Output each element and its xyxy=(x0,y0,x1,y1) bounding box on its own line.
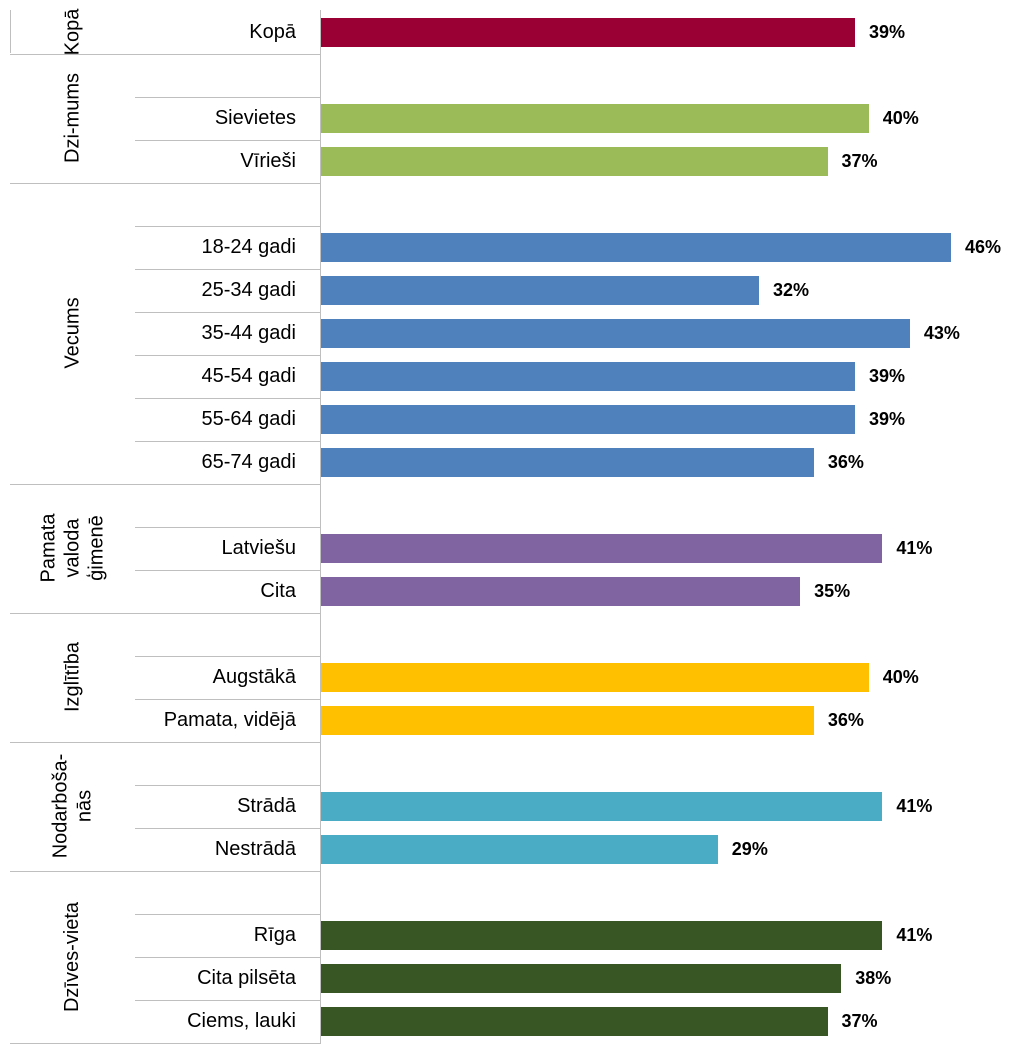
row-separator xyxy=(135,784,320,786)
row-separator xyxy=(135,698,320,700)
category-label: 45-54 gadi xyxy=(201,364,296,387)
bar xyxy=(320,318,910,348)
value-label: 39% xyxy=(868,21,905,42)
bar xyxy=(320,662,869,692)
row-separator xyxy=(135,440,320,442)
row-separator xyxy=(135,526,320,528)
value-label: 36% xyxy=(827,451,864,472)
value-label: 32% xyxy=(772,279,809,300)
category-label: 65-74 gadi xyxy=(201,450,296,473)
row-separator xyxy=(135,655,320,657)
value-label: 43% xyxy=(923,322,960,343)
category-label: Strādā xyxy=(237,794,296,817)
group-separator xyxy=(10,1042,320,1044)
category-label: Augstākā xyxy=(212,665,296,688)
category-label: Pamata, vidējā xyxy=(163,708,296,731)
bar xyxy=(320,447,814,477)
row-separator xyxy=(135,956,320,958)
category-label: 35-44 gadi xyxy=(201,321,296,344)
bar xyxy=(320,576,801,606)
bar xyxy=(320,146,828,176)
row-separator xyxy=(135,397,320,399)
category-label: Rīga xyxy=(253,923,296,946)
category-label: Cita xyxy=(260,579,296,602)
group-separator xyxy=(10,483,320,485)
bar xyxy=(320,103,869,133)
bar xyxy=(320,404,855,434)
category-label: Cita pilsēta xyxy=(197,966,296,989)
bar xyxy=(320,232,951,262)
row-separator xyxy=(135,96,320,98)
bar xyxy=(320,920,883,950)
value-label: 37% xyxy=(841,1010,878,1031)
value-label: 41% xyxy=(896,795,933,816)
category-label: Sievietes xyxy=(214,106,296,129)
bar xyxy=(320,705,814,735)
value-label: 37% xyxy=(841,150,878,171)
group-separator xyxy=(10,612,320,614)
value-label: 29% xyxy=(731,838,768,859)
value-label: 35% xyxy=(814,580,851,601)
row-separator xyxy=(135,139,320,141)
group-separator xyxy=(10,53,320,55)
value-label: 46% xyxy=(965,236,1002,257)
category-label: Ciems, lauki xyxy=(187,1009,296,1032)
row-separator xyxy=(135,913,320,915)
bar xyxy=(320,275,759,305)
category-label: Kopā xyxy=(249,20,296,43)
row-separator xyxy=(135,225,320,227)
value-label: 39% xyxy=(868,408,905,429)
category-label: 25-34 gadi xyxy=(201,278,296,301)
bar xyxy=(320,17,855,47)
row-separator xyxy=(135,311,320,313)
bar xyxy=(320,361,855,391)
value-label: 38% xyxy=(855,967,892,988)
row-separator xyxy=(135,569,320,571)
value-label: 39% xyxy=(868,365,905,386)
category-label: Latviešu xyxy=(221,536,297,559)
bar xyxy=(320,533,883,563)
value-label: 41% xyxy=(896,924,933,945)
group-separator xyxy=(10,741,320,743)
group-separator xyxy=(10,870,320,872)
bar xyxy=(320,791,883,821)
bar xyxy=(320,963,842,993)
category-label: 18-24 gadi xyxy=(201,235,296,258)
value-label: 41% xyxy=(896,537,933,558)
bar xyxy=(320,834,718,864)
value-label: 40% xyxy=(882,666,919,687)
value-label: 36% xyxy=(827,709,864,730)
category-label: Nestrādā xyxy=(214,837,296,860)
category-label: 55-64 gadi xyxy=(201,407,296,430)
value-label: 40% xyxy=(882,107,919,128)
row-separator xyxy=(135,354,320,356)
axis-line xyxy=(320,10,321,1044)
row-separator xyxy=(135,268,320,270)
row-separator xyxy=(135,999,320,1001)
category-label: Vīrieši xyxy=(240,149,296,172)
bar xyxy=(320,1006,828,1036)
group-separator xyxy=(10,182,320,184)
row-separator xyxy=(135,827,320,829)
left-border xyxy=(10,10,11,53)
